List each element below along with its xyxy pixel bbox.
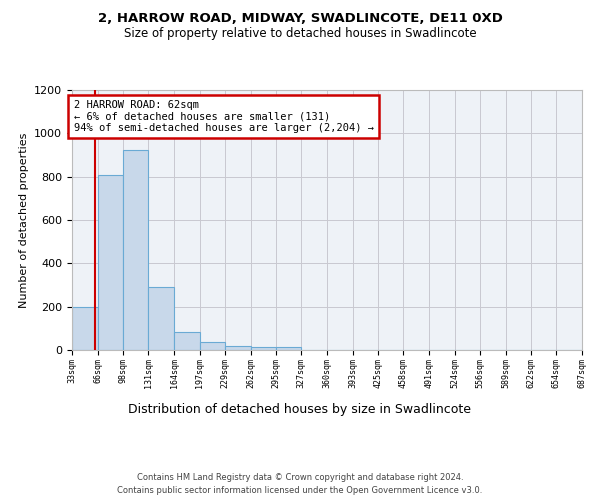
- Text: Contains public sector information licensed under the Open Government Licence v3: Contains public sector information licen…: [118, 486, 482, 495]
- Y-axis label: Number of detached properties: Number of detached properties: [19, 132, 29, 308]
- Text: Size of property relative to detached houses in Swadlincote: Size of property relative to detached ho…: [124, 28, 476, 40]
- Bar: [174, 332, 200, 350]
- Text: Distribution of detached houses by size in Swadlincote: Distribution of detached houses by size …: [128, 402, 472, 415]
- Text: 2, HARROW ROAD, MIDWAY, SWADLINCOTE, DE11 0XD: 2, HARROW ROAD, MIDWAY, SWADLINCOTE, DE1…: [98, 12, 502, 26]
- Bar: [251, 347, 277, 350]
- Bar: [122, 150, 148, 350]
- Bar: [225, 346, 251, 350]
- Bar: [148, 287, 174, 350]
- Bar: [277, 348, 301, 350]
- Text: 2 HARROW ROAD: 62sqm
← 6% of detached houses are smaller (131)
94% of semi-detac: 2 HARROW ROAD: 62sqm ← 6% of detached ho…: [74, 100, 374, 133]
- Bar: [98, 174, 122, 350]
- Bar: [200, 342, 225, 350]
- Text: Contains HM Land Registry data © Crown copyright and database right 2024.: Contains HM Land Registry data © Crown c…: [137, 472, 463, 482]
- Bar: [72, 308, 98, 350]
